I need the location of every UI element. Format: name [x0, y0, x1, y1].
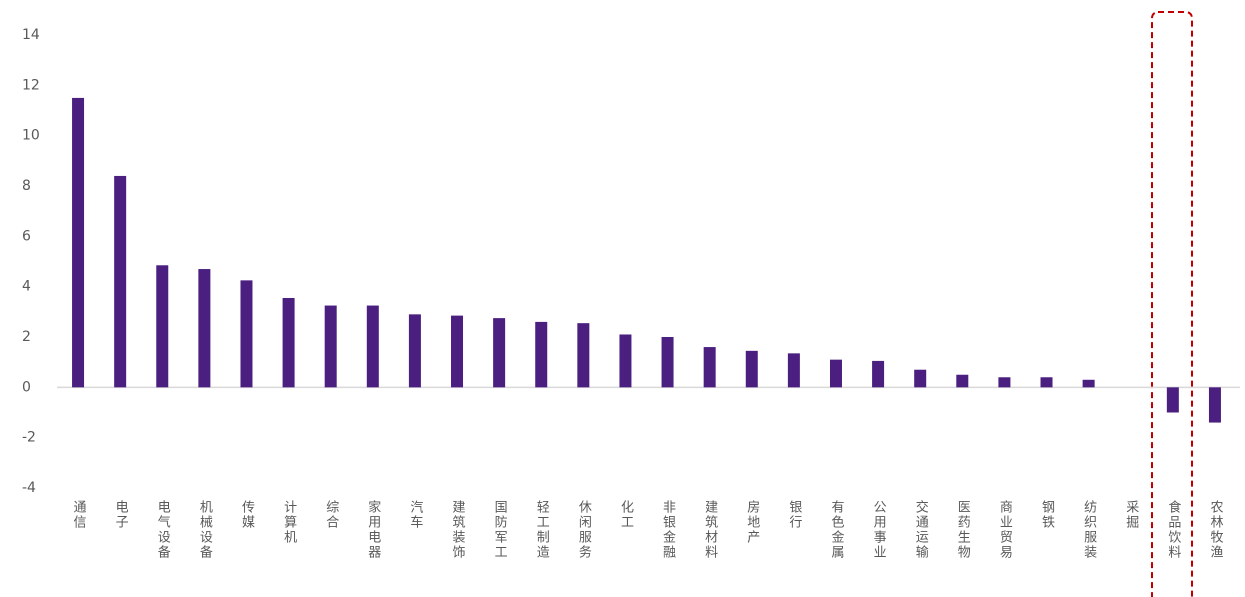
- bar: [408, 314, 421, 388]
- bar: [451, 315, 464, 388]
- bar: [998, 377, 1011, 388]
- x-tick-label: 计算机: [281, 500, 297, 545]
- x-tick-label: 医药生物: [955, 500, 971, 560]
- x-tick-label: 建筑材料: [702, 500, 718, 560]
- x-tick-label: 休闲服务: [576, 500, 592, 560]
- bar: [198, 269, 211, 388]
- x-tick-label: 家用电器: [365, 499, 381, 560]
- x-tick-label: 电气设备: [155, 500, 171, 560]
- x-tick-label: 纺织服装: [1081, 500, 1097, 560]
- bar: [114, 175, 127, 388]
- y-tick-label: -4: [22, 480, 36, 496]
- y-tick-label: -2: [22, 430, 36, 446]
- bar: [1082, 379, 1095, 388]
- bar: [872, 360, 885, 388]
- bar: [1040, 377, 1053, 388]
- bar: [1208, 387, 1221, 423]
- x-tick-label: 传媒: [239, 500, 255, 530]
- x-tick-label: 商业贸易: [997, 500, 1013, 560]
- y-tick-label: 10: [22, 128, 40, 144]
- x-tick-label: 房地产: [744, 499, 760, 545]
- x-tick-label: 国防军工: [492, 500, 508, 560]
- bar: [72, 97, 85, 388]
- x-tick-label: 银行: [786, 500, 802, 530]
- bar: [829, 359, 842, 388]
- x-tick-label: 化工: [618, 500, 634, 530]
- y-tick-label: 6: [22, 228, 31, 244]
- y-tick-label: 8: [22, 178, 31, 194]
- x-tick-label: 公用事业: [871, 500, 887, 560]
- bar: [366, 305, 379, 388]
- bar: [787, 353, 800, 388]
- x-tick-label: 有色金属: [828, 500, 844, 560]
- x-tick-label: 农林牧渔: [1207, 500, 1223, 560]
- x-tick-label: 建筑装饰: [450, 500, 466, 560]
- highlight-box: [1151, 11, 1193, 597]
- bar: [914, 369, 927, 388]
- x-tick-label: 综合: [323, 500, 339, 530]
- bar: [577, 323, 590, 388]
- bar: [661, 337, 674, 388]
- y-tick-label: 4: [22, 279, 31, 295]
- bar: [703, 347, 716, 388]
- y-tick-label: 2: [22, 329, 31, 345]
- x-tick-label: 通信: [71, 500, 87, 530]
- y-tick-label: 14: [22, 27, 40, 43]
- bar: [619, 334, 632, 388]
- y-tick-label: 12: [22, 77, 40, 93]
- bar: [240, 280, 253, 388]
- y-tick-label: 0: [22, 379, 31, 395]
- bar: [282, 297, 295, 388]
- bar: [493, 318, 506, 388]
- bar: [156, 265, 169, 388]
- bar: [324, 305, 337, 388]
- x-tick-label: 汽车: [407, 500, 423, 530]
- x-tick-label: 食品饮料: [1165, 499, 1181, 560]
- bar: [535, 321, 548, 388]
- x-tick-label: 机械设备: [197, 500, 213, 560]
- x-tick-label: 交通运输: [913, 499, 929, 560]
- x-tick-label: 钢铁: [1039, 500, 1055, 530]
- x-tick-label: 电子: [113, 500, 128, 530]
- bar: [1166, 387, 1179, 413]
- x-tick-label: 轻工制造: [534, 500, 550, 560]
- x-tick-label: 采掘: [1123, 500, 1139, 530]
- bar: [745, 350, 758, 388]
- bar: [956, 374, 969, 388]
- x-tick-label: 非银金融: [660, 500, 676, 560]
